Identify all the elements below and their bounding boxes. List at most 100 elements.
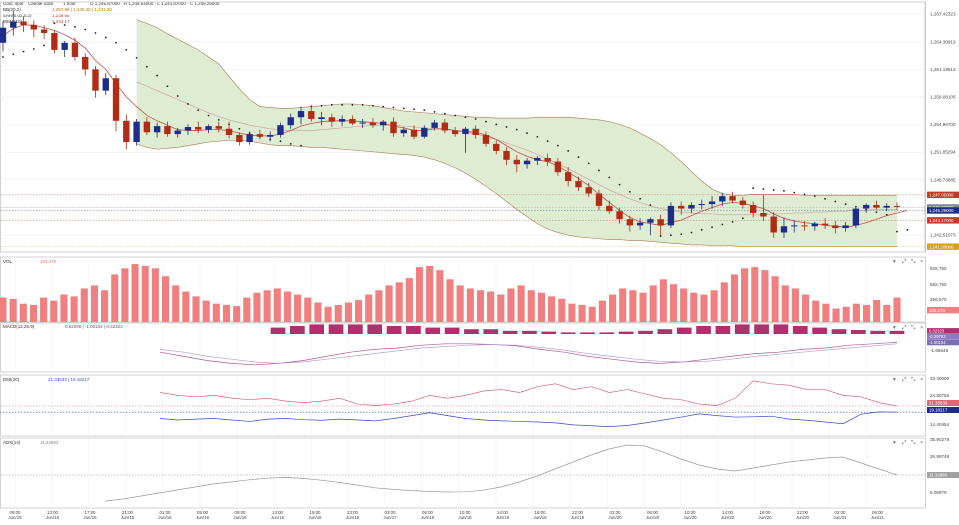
sar-dot xyxy=(773,189,775,191)
sar-dot xyxy=(845,203,847,205)
price-tick-label: 1,251.85294 xyxy=(930,150,956,155)
sar-dot xyxy=(23,51,25,53)
volume-control-icon: ⤡ xyxy=(911,259,916,265)
volume-bar xyxy=(101,290,108,322)
time-tick-date: Jun/19 xyxy=(496,515,510,520)
candle-up xyxy=(688,205,694,209)
sar-dot xyxy=(526,132,528,134)
candle-up xyxy=(401,130,407,134)
candle-down xyxy=(329,117,335,121)
sar-dot xyxy=(146,66,148,68)
macd-legend-values: 0.62096 | -1.00104 | 0.32323 xyxy=(65,324,123,329)
price-badge-label: 1,244.17000 xyxy=(929,218,954,223)
candle-down xyxy=(894,206,900,207)
volume-badge-label: 100,270 xyxy=(929,308,945,313)
macd-histogram-bar xyxy=(696,326,711,334)
vol-legend-label[interactable]: VOL xyxy=(3,259,13,264)
bb-legend-label[interactable]: BB(20,2) xyxy=(3,7,21,12)
volume-bar xyxy=(711,290,718,322)
volume-bar xyxy=(832,309,839,322)
sar-legend-value: 1,239.65 xyxy=(52,13,70,18)
macd-histogram-bar xyxy=(812,328,827,334)
adx-badge-label: 11.32893 xyxy=(929,473,948,478)
candle-down xyxy=(750,205,756,213)
candle-up xyxy=(61,43,67,50)
candle-down xyxy=(20,22,26,26)
volume-bar xyxy=(294,295,301,322)
volume-bar xyxy=(10,299,17,322)
adx-control-icon: × xyxy=(920,440,923,446)
candle-up xyxy=(103,78,109,90)
candle-up xyxy=(884,206,890,208)
candle-up xyxy=(781,226,787,232)
volume-bar xyxy=(233,306,240,322)
volume-bar xyxy=(772,276,779,322)
sar-dot xyxy=(649,204,651,206)
candle-down xyxy=(308,111,314,119)
dmi-control-icon: ▾ xyxy=(893,377,896,383)
macd-histogram-bar xyxy=(619,332,634,334)
volume-bar xyxy=(528,290,535,322)
sar-dot xyxy=(732,221,734,223)
candle-up xyxy=(288,117,294,125)
candle-down xyxy=(873,205,879,208)
macd-histogram-bar xyxy=(425,328,440,334)
candle-down xyxy=(442,123,448,131)
candle-down xyxy=(657,219,663,225)
time-tick-date: Jun/18 xyxy=(458,515,472,520)
dmi-tick-label: 33.40000 xyxy=(930,376,950,381)
sar-dot xyxy=(598,170,600,172)
sar-dot xyxy=(629,191,631,193)
dmi-control-icon: × xyxy=(920,377,923,383)
macd-histogram-bar xyxy=(851,330,866,334)
candle-up xyxy=(0,28,6,43)
price-tick-label: 1,267.42323 xyxy=(930,12,956,17)
macd-legend-label[interactable]: MACD(12,26,9) xyxy=(3,324,35,329)
sar-dot xyxy=(567,150,569,152)
time-tick-date: Jun/21 xyxy=(833,515,847,520)
dmi-tick-label: 14.40454 xyxy=(930,422,950,427)
sar-legend-label[interactable]: SAR(0.02,0.2) xyxy=(3,13,32,18)
dmi-legend-values: 21.33633 | 19.18217 xyxy=(48,377,90,382)
candle-up xyxy=(431,123,437,128)
candle-down xyxy=(144,122,150,133)
sar-dot xyxy=(331,104,333,106)
macd-histogram-bar xyxy=(890,331,905,334)
volume-bar xyxy=(446,279,453,322)
sar-dot xyxy=(33,48,35,50)
time-tick-date: Jun/16 xyxy=(233,515,247,520)
sar-dot xyxy=(53,22,55,24)
macd-histogram-bar xyxy=(367,324,382,334)
candle-up xyxy=(298,111,304,117)
sar-dot xyxy=(125,49,127,51)
candle-up xyxy=(154,126,160,132)
dmi-legend-label[interactable]: DMI(20) xyxy=(3,377,20,382)
volume-bar xyxy=(670,284,677,322)
candle-down xyxy=(596,193,602,205)
time-tick-date: Jun/16 xyxy=(271,515,285,520)
sar-dot xyxy=(64,24,66,26)
sar-dot xyxy=(136,57,138,59)
volume-bar xyxy=(314,302,321,322)
volume-bar xyxy=(426,266,433,322)
candle-down xyxy=(113,78,119,121)
sar-dot xyxy=(876,211,878,213)
sar-dot xyxy=(156,75,158,77)
candle-up xyxy=(421,128,427,137)
candle-down xyxy=(801,225,807,226)
volume-bar xyxy=(893,298,900,322)
sar-dot xyxy=(578,156,580,158)
sar-dot xyxy=(351,104,353,106)
volume-bar xyxy=(365,295,372,322)
sar-dot xyxy=(341,104,343,106)
macd-control-icon: ▾ xyxy=(893,325,896,331)
time-tick-date: Jun/17 xyxy=(383,515,397,520)
candle-down xyxy=(390,122,396,134)
volume-bar xyxy=(507,288,514,322)
candle-up xyxy=(133,122,139,142)
macd-histogram-bar xyxy=(638,331,653,334)
candle-up xyxy=(380,122,386,126)
candle-up xyxy=(175,131,181,135)
adx-legend-label[interactable]: ADX(14) xyxy=(3,440,21,445)
macd-histogram-bar xyxy=(483,329,498,334)
